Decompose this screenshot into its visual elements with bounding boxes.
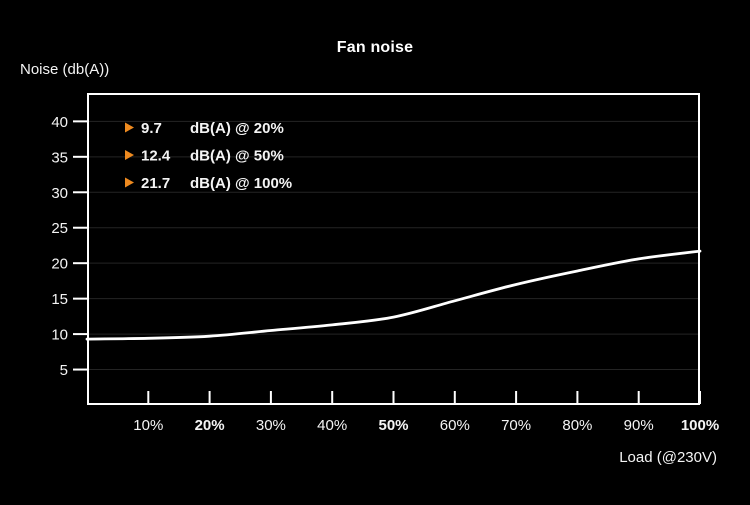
legend-value: 21.7 [141, 175, 170, 192]
x-tick-label: 80% [562, 417, 592, 434]
legend-label: dB(A) @ 100% [190, 175, 292, 192]
y-tick-label: 20 [51, 256, 68, 273]
triangle-right-icon [125, 122, 134, 133]
x-tick-label: 30% [256, 417, 286, 434]
y-axis-label: Noise (db(A)) [20, 61, 110, 78]
x-tick-label: 20% [195, 417, 225, 434]
x-axis-label: Load (@230V) [619, 449, 717, 466]
y-tick-label: 35 [51, 149, 68, 166]
plot-border [87, 93, 700, 405]
legend-value: 9.7 [141, 120, 162, 137]
gridlines [88, 120, 699, 371]
legend: 9.7 dB(A) @ 20% 12.4 dB(A) @ 50% 21.7 dB(A) @… [125, 120, 292, 192]
noise-curve [85, 249, 702, 341]
x-axis: 10% 20% 30% 40% 50% 60% 70% 80% 90% 100% [133, 391, 719, 434]
y-tick-label: 5 [60, 362, 68, 379]
x-tick-label: 40% [317, 417, 347, 434]
legend-item: 9.7 dB(A) @ 20% [125, 120, 284, 137]
y-tick-label: 40 [51, 114, 68, 131]
legend-item: 12.4 dB(A) @ 50% [125, 148, 284, 165]
legend-label: dB(A) @ 20% [190, 120, 284, 137]
triangle-right-icon [125, 177, 134, 188]
y-tick-label: 25 [51, 220, 68, 237]
legend-label: dB(A) @ 50% [190, 148, 284, 165]
x-tick-label: 100% [681, 417, 719, 434]
y-tick-label: 15 [51, 291, 68, 308]
y-tick-label: 30 [51, 185, 68, 202]
x-tick-label: 90% [624, 417, 654, 434]
triangle-right-icon [125, 150, 134, 160]
y-axis: 5 10 15 20 25 30 35 40 [51, 114, 87, 379]
y-tick-label: 10 [51, 327, 68, 344]
chart-title: Fan noise [336, 39, 414, 56]
legend-item: 21.7 dB(A) @ 100% [125, 175, 292, 192]
x-tick-label: 10% [133, 417, 163, 434]
x-tick-label: 70% [501, 417, 531, 434]
x-tick-label: 60% [440, 417, 470, 434]
legend-value: 12.4 [141, 148, 171, 165]
x-tick-label: 50% [378, 417, 408, 434]
